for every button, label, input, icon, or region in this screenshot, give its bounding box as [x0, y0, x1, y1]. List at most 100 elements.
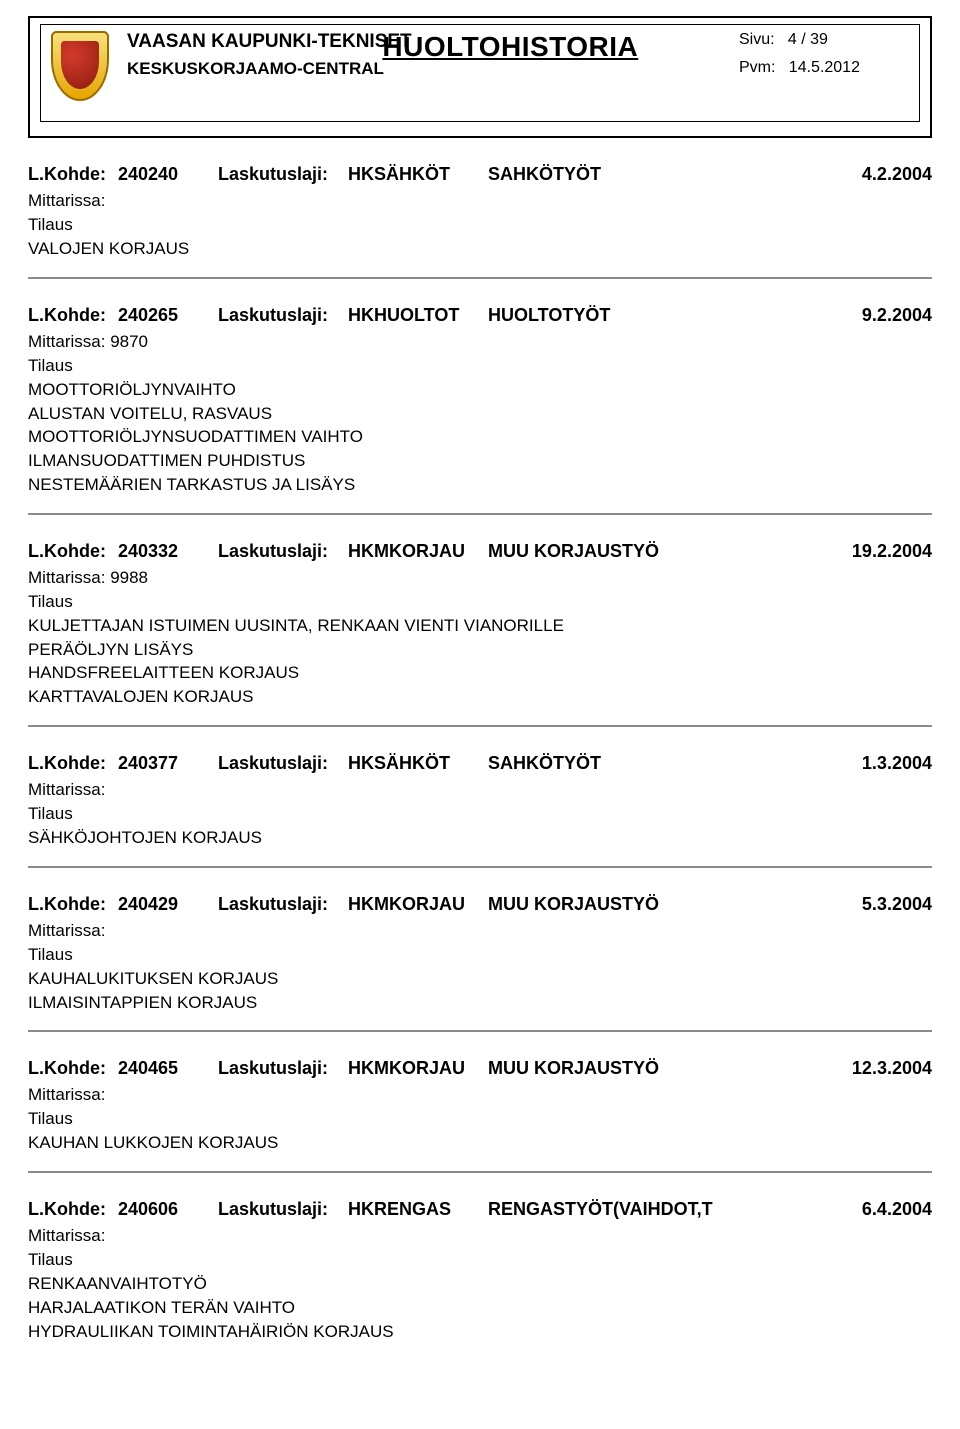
- header-inner-frame: VAASAN KAUPUNKI-TEKNISET KESKUSKORJAAMO-…: [40, 24, 920, 122]
- laskutuslaji-label: Laskutuslaji:: [218, 753, 348, 774]
- entry-line: PERÄÖLJYN LISÄYS: [28, 638, 932, 662]
- kohde-label: L.Kohde:: [28, 1058, 118, 1079]
- mittarissa-value: 9870: [105, 332, 148, 351]
- mittarissa-label: Mittarissa:: [28, 332, 105, 351]
- header-meta: Sivu: 4 / 39 Pvm: 14.5.2012: [739, 31, 909, 77]
- entry-lines: VALOJEN KORJAUS: [28, 237, 932, 261]
- entry-lines: SÄHKÖJOHTOJEN KORJAUS: [28, 826, 932, 850]
- laskutuslaji-code: HKSÄHKÖT: [348, 753, 488, 774]
- entry: L.Kohde:240265Laskutuslaji:HKHUOLTOTHUOL…: [28, 279, 932, 515]
- page-date: Pvm: 14.5.2012: [739, 59, 909, 77]
- entry-date: 9.2.2004: [822, 305, 932, 326]
- entry-line: ALUSTAN VOITELU, RASVAUS: [28, 402, 932, 426]
- laskutuslaji-code: HKRENGAS: [348, 1199, 488, 1220]
- page-label: Sivu:: [739, 31, 775, 48]
- laskutuslaji-desc: MUU KORJAUSTYÖ: [488, 894, 822, 915]
- mittarissa-label: Mittarissa:: [28, 921, 105, 940]
- entry-date: 19.2.2004: [822, 541, 932, 562]
- mittarissa-value: 9988: [105, 568, 148, 587]
- laskutuslaji-code: HKSÄHKÖT: [348, 164, 488, 185]
- laskutuslaji-code: HKMKORJAU: [348, 541, 488, 562]
- laskutuslaji-desc: SAHKÖTYÖT: [488, 753, 822, 774]
- mittarissa-row: Mittarissa:: [28, 1226, 932, 1246]
- mittarissa-label: Mittarissa:: [28, 1085, 105, 1104]
- entry-date: 6.4.2004: [822, 1199, 932, 1220]
- header-outer-frame: VAASAN KAUPUNKI-TEKNISET KESKUSKORJAAMO-…: [28, 16, 932, 138]
- mittarissa-row: Mittarissa: 9988: [28, 568, 932, 588]
- org-block: VAASAN KAUPUNKI-TEKNISET KESKUSKORJAAMO-…: [127, 31, 412, 79]
- laskutuslaji-label: Laskutuslaji:: [218, 541, 348, 562]
- kohde-label: L.Kohde:: [28, 1199, 118, 1220]
- org-name-line1: VAASAN KAUPUNKI-TEKNISET: [127, 31, 412, 53]
- shield-icon: [51, 31, 109, 101]
- entry-line: NESTEMÄÄRIEN TARKASTUS JA LISÄYS: [28, 473, 932, 497]
- entry-line: ILMAISINTAPPIEN KORJAUS: [28, 991, 932, 1015]
- mittarissa-label: Mittarissa:: [28, 568, 105, 587]
- tilaus-label: Tilaus: [28, 1250, 932, 1270]
- entry-date: 4.2.2004: [822, 164, 932, 185]
- header-text-block: VAASAN KAUPUNKI-TEKNISET KESKUSKORJAAMO-…: [127, 31, 909, 79]
- tilaus-label: Tilaus: [28, 215, 932, 235]
- entry-date: 5.3.2004: [822, 894, 932, 915]
- laskutuslaji-desc: HUOLTOTYÖT: [488, 305, 822, 326]
- laskutuslaji-label: Laskutuslaji:: [218, 894, 348, 915]
- mittarissa-row: Mittarissa:: [28, 921, 932, 941]
- page: VAASAN KAUPUNKI-TEKNISET KESKUSKORJAAMO-…: [0, 0, 960, 1376]
- kohde-value: 240465: [118, 1058, 218, 1079]
- entry-line: MOOTTORIÖLJYNVAIHTO: [28, 378, 932, 402]
- entry: L.Kohde:240606Laskutuslaji:HKRENGASRENGA…: [28, 1173, 932, 1359]
- kohde-label: L.Kohde:: [28, 164, 118, 185]
- page-number: Sivu: 4 / 39: [739, 31, 909, 49]
- entry-line: ILMANSUODATTIMEN PUHDISTUS: [28, 449, 932, 473]
- laskutuslaji-desc: MUU KORJAUSTYÖ: [488, 1058, 822, 1079]
- entry-head: L.Kohde:240332Laskutuslaji:HKMKORJAUMUU …: [28, 541, 932, 562]
- mittarissa-row: Mittarissa: 9870: [28, 332, 932, 352]
- tilaus-label: Tilaus: [28, 804, 932, 824]
- entry-lines: RENKAANVAIHTOTYÖHARJALAATIKON TERÄN VAIH…: [28, 1272, 932, 1343]
- entry-line: RENKAANVAIHTOTYÖ: [28, 1272, 932, 1296]
- entry-line: HYDRAULIIKAN TOIMINTAHÄIRIÖN KORJAUS: [28, 1320, 932, 1344]
- kohde-value: 240606: [118, 1199, 218, 1220]
- entry-head: L.Kohde:240377Laskutuslaji:HKSÄHKÖTSAHKÖ…: [28, 753, 932, 774]
- laskutuslaji-desc: RENGASTYÖT(VAIHDOT,T: [488, 1199, 822, 1220]
- page-title: HUOLTOHISTORIA: [382, 31, 638, 63]
- header-top-row: VAASAN KAUPUNKI-TEKNISET KESKUSKORJAAMO-…: [127, 31, 909, 79]
- entry: L.Kohde:240465Laskutuslaji:HKMKORJAUMUU …: [28, 1032, 932, 1173]
- laskutuslaji-code: HKMKORJAU: [348, 894, 488, 915]
- tilaus-label: Tilaus: [28, 945, 932, 965]
- mittarissa-label: Mittarissa:: [28, 1226, 105, 1245]
- kohde-value: 240240: [118, 164, 218, 185]
- entry-head: L.Kohde:240465Laskutuslaji:HKMKORJAUMUU …: [28, 1058, 932, 1079]
- entry-head: L.Kohde:240240Laskutuslaji:HKSÄHKÖTSAHKÖ…: [28, 164, 932, 185]
- laskutuslaji-label: Laskutuslaji:: [218, 1058, 348, 1079]
- tilaus-label: Tilaus: [28, 1109, 932, 1129]
- entry-line: KAUHAN LUKKOJEN KORJAUS: [28, 1131, 932, 1155]
- kohde-label: L.Kohde:: [28, 753, 118, 774]
- laskutuslaji-code: HKHUOLTOT: [348, 305, 488, 326]
- tilaus-label: Tilaus: [28, 592, 932, 612]
- date-value: 14.5.2012: [789, 59, 860, 76]
- entry-lines: KAUHALUKITUKSEN KORJAUSILMAISINTAPPIEN K…: [28, 967, 932, 1015]
- page-value: 4 / 39: [788, 31, 828, 48]
- entry-line: MOOTTORIÖLJYNSUODATTIMEN VAIHTO: [28, 425, 932, 449]
- entry-line: KULJETTAJAN ISTUIMEN UUSINTA, RENKAAN VI…: [28, 614, 932, 638]
- mittarissa-row: Mittarissa:: [28, 780, 932, 800]
- entry-head: L.Kohde:240606Laskutuslaji:HKRENGASRENGA…: [28, 1199, 932, 1220]
- tilaus-label: Tilaus: [28, 356, 932, 376]
- entry-date: 1.3.2004: [822, 753, 932, 774]
- kohde-value: 240429: [118, 894, 218, 915]
- entry-line: SÄHKÖJOHTOJEN KORJAUS: [28, 826, 932, 850]
- entries-list: L.Kohde:240240Laskutuslaji:HKSÄHKÖTSAHKÖ…: [28, 138, 932, 1360]
- entry: L.Kohde:240332Laskutuslaji:HKMKORJAUMUU …: [28, 515, 932, 727]
- entry-line: KAUHALUKITUKSEN KORJAUS: [28, 967, 932, 991]
- kohde-label: L.Kohde:: [28, 541, 118, 562]
- laskutuslaji-label: Laskutuslaji:: [218, 164, 348, 185]
- entry: L.Kohde:240377Laskutuslaji:HKSÄHKÖTSAHKÖ…: [28, 727, 932, 868]
- laskutuslaji-code: HKMKORJAU: [348, 1058, 488, 1079]
- mittarissa-row: Mittarissa:: [28, 191, 932, 211]
- mittarissa-row: Mittarissa:: [28, 1085, 932, 1105]
- entry-line: HARJALAATIKON TERÄN VAIHTO: [28, 1296, 932, 1320]
- entry: L.Kohde:240240Laskutuslaji:HKSÄHKÖTSAHKÖ…: [28, 138, 932, 279]
- entry-lines: KAUHAN LUKKOJEN KORJAUS: [28, 1131, 932, 1155]
- laskutuslaji-desc: SAHKÖTYÖT: [488, 164, 822, 185]
